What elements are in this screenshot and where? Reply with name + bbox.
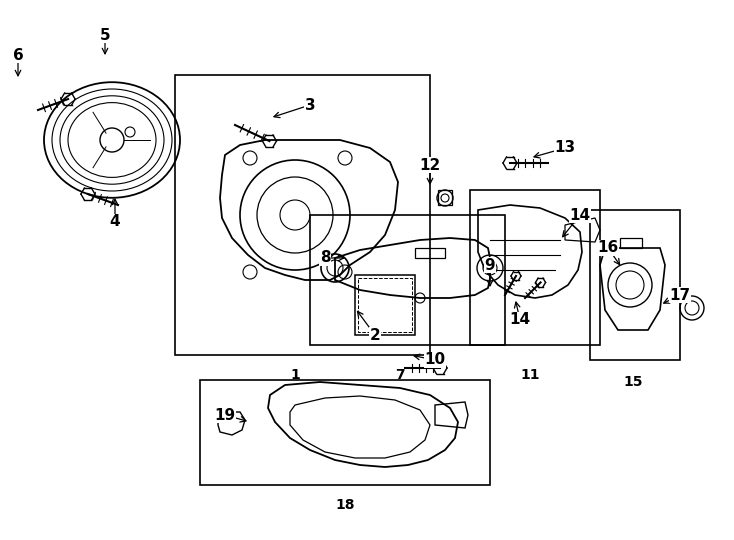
Bar <box>590 210 680 360</box>
Text: 2: 2 <box>370 327 380 342</box>
Text: 5: 5 <box>100 28 110 43</box>
Text: 1: 1 <box>290 368 300 382</box>
Bar <box>310 215 505 345</box>
Text: 17: 17 <box>669 287 691 302</box>
Bar <box>175 75 430 355</box>
Text: 15: 15 <box>623 375 643 389</box>
Text: 3: 3 <box>305 98 316 112</box>
Text: 14: 14 <box>509 313 531 327</box>
Text: 18: 18 <box>335 498 355 512</box>
Text: 12: 12 <box>419 158 440 172</box>
Bar <box>200 380 490 485</box>
Text: 10: 10 <box>424 353 446 368</box>
Text: 16: 16 <box>597 240 619 255</box>
Text: 6: 6 <box>12 48 23 63</box>
Text: 14: 14 <box>570 207 591 222</box>
Text: 13: 13 <box>554 140 575 156</box>
Text: 11: 11 <box>520 368 539 382</box>
Text: 19: 19 <box>214 408 236 422</box>
Bar <box>470 190 600 345</box>
Text: 8: 8 <box>320 251 330 266</box>
Text: 7: 7 <box>395 368 405 382</box>
Text: 4: 4 <box>109 214 120 230</box>
Text: 9: 9 <box>484 258 495 273</box>
